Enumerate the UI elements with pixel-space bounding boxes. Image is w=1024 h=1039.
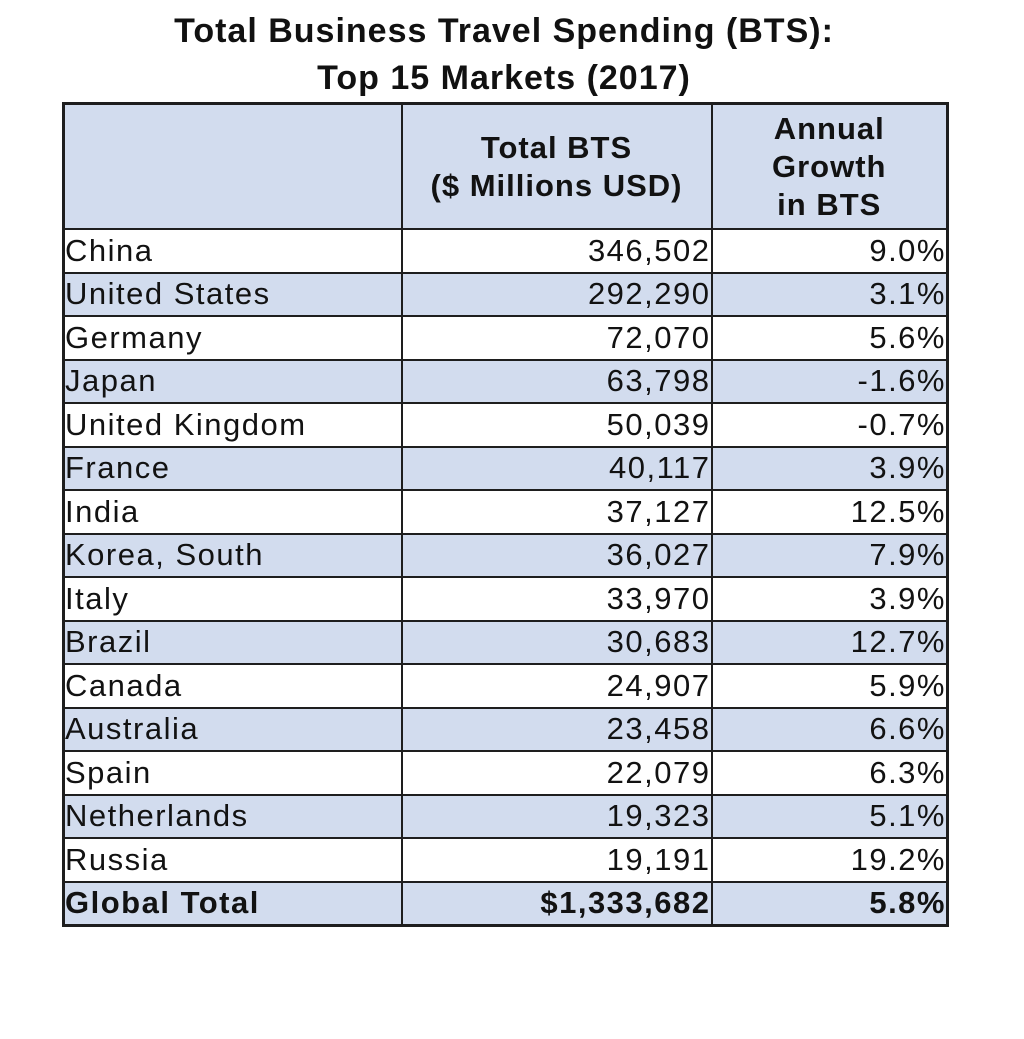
global-total-bts-cell: $1,333,682	[400, 880, 713, 927]
table-row: France 40,117 3.9%	[62, 445, 949, 491]
table-row: United States 292,290 3.1%	[62, 271, 949, 317]
market-name-cell: Brazil	[62, 619, 403, 665]
chart-title-line-1: Total Business Travel Spending (BTS):	[174, 12, 834, 50]
bts-table: Total BTS ($ Millions USD) Annual Growth…	[62, 102, 949, 927]
total-bts-cell: 23,458	[400, 706, 713, 752]
market-name-cell: Canada	[62, 663, 403, 709]
column-header-market	[62, 102, 403, 230]
total-bts-cell: 37,127	[400, 489, 713, 535]
table-total-section: Global Total $1,333,682 5.8%	[62, 880, 949, 927]
table-row: China 346,502 9.0%	[62, 228, 949, 274]
table-row: Netherlands 19,323 5.1%	[62, 793, 949, 839]
market-name-cell: India	[62, 489, 403, 535]
column-header-annual-growth: Annual Growth in BTS	[710, 102, 949, 230]
growth-cell: 5.1%	[710, 793, 949, 839]
header-row: Total BTS ($ Millions USD) Annual Growth…	[62, 102, 949, 230]
table-row: Italy 33,970 3.9%	[62, 576, 949, 622]
total-bts-cell: 292,290	[400, 271, 713, 317]
growth-cell: 6.6%	[710, 706, 949, 752]
growth-cell: 5.9%	[710, 663, 949, 709]
growth-cell: 3.9%	[710, 576, 949, 622]
market-name-cell: Germany	[62, 315, 403, 361]
market-name-cell: Spain	[62, 750, 403, 796]
total-bts-cell: 24,907	[400, 663, 713, 709]
table-row: Canada 24,907 5.9%	[62, 663, 949, 709]
growth-cell: 3.1%	[710, 271, 949, 317]
total-bts-cell: 40,117	[400, 445, 713, 491]
total-bts-cell: 19,323	[400, 793, 713, 839]
table-row: Australia 23,458 6.6%	[62, 706, 949, 752]
table-row: Brazil 30,683 12.7%	[62, 619, 949, 665]
table-row: Spain 22,079 6.3%	[62, 750, 949, 796]
growth-cell: 9.0%	[710, 228, 949, 274]
table-row: Germany 72,070 5.6%	[62, 315, 949, 361]
market-name-cell: Australia	[62, 706, 403, 752]
global-total-growth-cell: 5.8%	[710, 880, 949, 927]
growth-cell: -1.6%	[710, 358, 949, 404]
total-bts-cell: 33,970	[400, 576, 713, 622]
chart-title-line-2: Top 15 Markets (2017)	[317, 59, 691, 97]
table-row: India 37,127 12.5%	[62, 489, 949, 535]
chart-title: Total Business Travel Spending (BTS): To…	[62, 0, 946, 102]
table-row: United Kingdom 50,039 -0.7%	[62, 402, 949, 448]
growth-cell: 12.5%	[710, 489, 949, 535]
table-row: Korea, South 36,027 7.9%	[62, 532, 949, 578]
market-name-cell: China	[62, 228, 403, 274]
market-name-cell: Japan	[62, 358, 403, 404]
table-row: Japan 63,798 -1.6%	[62, 358, 949, 404]
table-body: China 346,502 9.0% United States 292,290…	[62, 228, 949, 883]
global-total-label: Global Total	[62, 880, 403, 927]
market-name-cell: Korea, South	[62, 532, 403, 578]
market-name-cell: United Kingdom	[62, 402, 403, 448]
growth-cell: 6.3%	[710, 750, 949, 796]
growth-cell: 19.2%	[710, 837, 949, 883]
total-bts-cell: 36,027	[400, 532, 713, 578]
growth-cell: 5.6%	[710, 315, 949, 361]
growth-cell: 12.7%	[710, 619, 949, 665]
market-name-cell: Netherlands	[62, 793, 403, 839]
market-name-cell: Italy	[62, 576, 403, 622]
growth-cell: 7.9%	[710, 532, 949, 578]
total-bts-cell: 50,039	[400, 402, 713, 448]
market-name-cell: United States	[62, 271, 403, 317]
growth-cell: 3.9%	[710, 445, 949, 491]
table-row: Russia 19,191 19.2%	[62, 837, 949, 883]
market-name-cell: Russia	[62, 837, 403, 883]
total-bts-cell: 63,798	[400, 358, 713, 404]
total-bts-cell: 30,683	[400, 619, 713, 665]
table-header: Total BTS ($ Millions USD) Annual Growth…	[62, 102, 949, 230]
growth-cell: -0.7%	[710, 402, 949, 448]
total-bts-cell: 72,070	[400, 315, 713, 361]
total-bts-cell: 346,502	[400, 228, 713, 274]
market-name-cell: France	[62, 445, 403, 491]
column-header-total-bts: Total BTS ($ Millions USD)	[400, 102, 713, 230]
total-bts-cell: 19,191	[400, 837, 713, 883]
total-bts-cell: 22,079	[400, 750, 713, 796]
global-total-row: Global Total $1,333,682 5.8%	[62, 880, 949, 927]
